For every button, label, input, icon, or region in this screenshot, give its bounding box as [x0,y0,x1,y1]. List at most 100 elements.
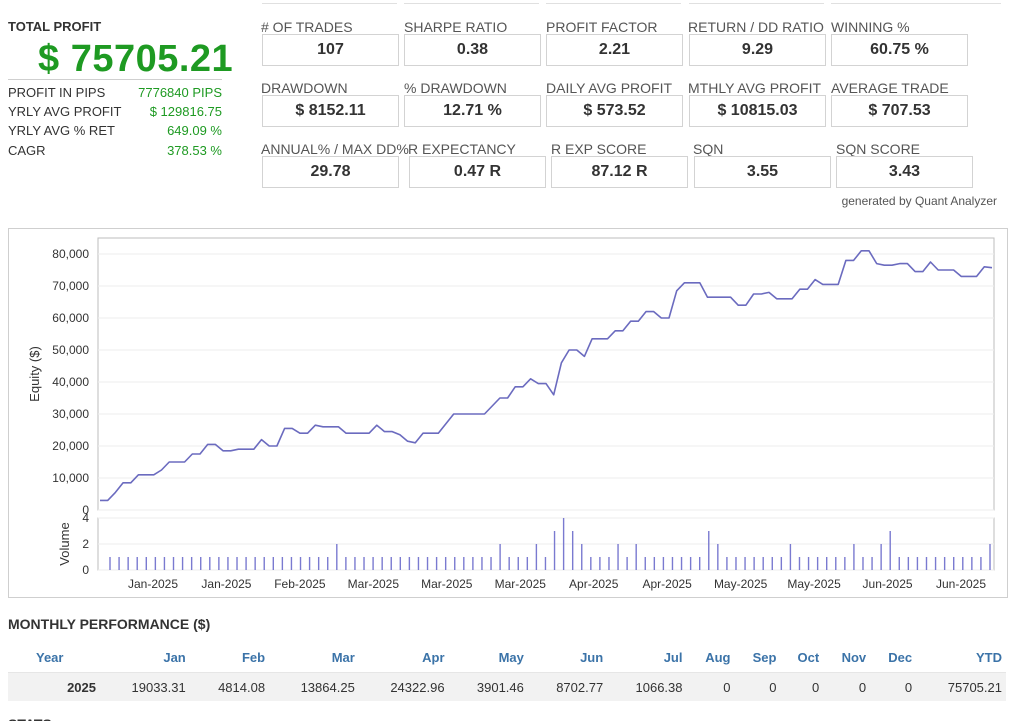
summary-divider [8,79,222,80]
equity-tick-label: 40,000 [52,375,89,389]
total-profit-label: TOTAL PROFIT [8,19,102,34]
top-rule [546,3,681,4]
metric-value-sqn-score: 3.43 [836,156,973,188]
metric-label-sharpe: SHARPE RATIO [404,19,508,35]
x-tick-label: Apr-2025 [642,577,692,591]
col-jul: Jul [607,642,687,673]
metric-label-pct-drawdown: % DRAWDOWN [404,80,507,96]
volume-tick-label: 0 [82,563,89,577]
metric-label-profit-factor: PROFIT FACTOR [546,19,658,35]
metric-label-mthly-avg: MTHLY AVG PROFIT [688,80,822,96]
equity-plot-frame [97,237,995,511]
cell-aug: 0 [686,672,735,701]
col-apr: Apr [358,642,449,673]
metric-value-drawdown: $ 8152.11 [262,95,399,127]
metric-value-winning: 60.75 % [831,34,968,66]
equity-tick-label: 70,000 [52,279,89,293]
cagr-row: CAGR 378.53 % [8,140,222,160]
summary-label: YRLY AVG PROFIT [8,103,122,119]
top-rule [689,3,824,4]
equity-chart-panel: 0 10,000 20,000 30,000 40,000 50,000 60,000 70,… [8,228,1008,598]
volume-axis-label: Volume [57,522,72,565]
equity-tick-label: 10,000 [52,471,89,485]
metric-value-pct-drawdown: 12.71 % [404,95,541,127]
table-row: 2025 19033.31 4814.08 13864.25 24322.96 … [8,672,1006,701]
x-tick-label: Jan-2025 [128,577,178,591]
equity-tick-label: 60,000 [52,311,89,325]
metric-label-average-trade: AVERAGE TRADE [831,80,949,96]
metric-value-profit-factor: 2.21 [546,34,683,66]
equity-axis-label: Equity ($) [27,346,42,402]
cell-feb: 4814.08 [189,672,270,701]
equity-volume-chart: 0 10,000 20,000 30,000 40,000 50,000 60,000 70,… [27,237,995,591]
summary-value: 649.09 % [167,122,222,138]
cell-may: 3901.46 [448,672,528,701]
cell-oct: 0 [780,672,824,701]
cell-nov: 0 [823,672,871,701]
cell-jul: 1066.38 [607,672,687,701]
equity-tick-label: 50,000 [52,343,89,357]
cell-ytd: 75705.21 [916,672,1006,701]
volume-tick-label: 4 [82,511,89,525]
cell-mar: 13864.25 [269,672,359,701]
yrly-avg-ret-row: YRLY AVG % RET 649.09 % [8,120,222,140]
cell-apr: 24322.96 [358,672,449,701]
metric-value-trades: 107 [262,34,399,66]
monthly-performance-title: MONTHLY PERFORMANCE ($) [8,616,211,632]
col-mar: Mar [269,642,359,673]
metric-label-sqn-score: SQN SCORE [836,141,921,157]
col-jan: Jan [100,642,190,673]
equity-tick-label: 0 [82,503,89,517]
metric-label-return-dd: RETURN / DD RATIO [688,19,824,35]
volume-tick-label: 2 [82,537,89,551]
x-tick-label: May-2025 [714,577,768,591]
col-may: May [448,642,528,673]
yrly-avg-profit-row: YRLY AVG PROFIT $ 129816.75 [8,101,222,121]
metric-value-sqn: 3.55 [694,156,831,188]
top-rule [404,3,539,4]
col-sep: Sep [734,642,781,673]
col-year: Year [8,642,100,673]
total-profit-value: $ 75705.21 [38,38,234,80]
x-tick-label: Mar-2025 [421,577,473,591]
col-ytd: YTD [916,642,1006,673]
generated-by-note: generated by Quant Analyzer [841,194,997,208]
summary-label: PROFIT IN PIPS [8,84,106,100]
summary-value: $ 129816.75 [149,103,222,119]
x-tick-label: May-2025 [787,577,841,591]
summary-label: YRLY AVG % RET [8,122,115,138]
summary-label: CAGR [8,142,46,158]
cell-dec: 0 [870,672,917,701]
cell-sep: 0 [734,672,781,701]
cell-jun: 8702.77 [527,672,608,701]
metric-value-r-expectancy: 0.47 R [409,156,546,188]
metric-label-r-expectancy: R EXPECTANCY [408,141,516,157]
col-aug: Aug [686,642,735,673]
equity-tick-label: 30,000 [52,407,89,421]
col-feb: Feb [189,642,270,673]
summary-value: 378.53 % [167,142,222,158]
x-tick-label: Apr-2025 [569,577,619,591]
metric-value-r-exp-score: 87.12 R [551,156,688,188]
metric-label-trades: # OF TRADES [261,19,353,35]
x-tick-label: Feb-2025 [274,577,326,591]
equity-series-line [100,250,993,502]
monthly-performance-table: Year Jan Feb Mar Apr May Jun Jul Aug Sep… [8,642,1006,701]
metric-label-daily-avg: DAILY AVG PROFIT [546,80,673,96]
metric-label-sqn: SQN [693,141,724,157]
stats-section-title: STATS [8,712,68,721]
top-rule [831,3,1001,4]
monthly-header-row: Year Jan Feb Mar Apr May Jun Jul Aug Sep… [8,642,1006,673]
cell-jan: 19033.31 [100,672,190,701]
metric-label-r-exp-score: R EXP SCORE [551,141,647,157]
col-dec: Dec [870,642,917,673]
metric-value-mthly-avg: $ 10815.03 [689,95,826,127]
x-tick-label: Mar-2025 [495,577,547,591]
x-tick-label: Jan-2025 [201,577,251,591]
metric-label-annual-maxdd: ANNUAL% / MAX DD% [261,141,409,157]
x-tick-label: Jun-2025 [863,577,913,591]
metric-value-average-trade: $ 707.53 [831,95,968,127]
col-nov: Nov [823,642,871,673]
metric-label-winning: WINNING % [831,19,910,35]
x-tick-label: Mar-2025 [348,577,400,591]
